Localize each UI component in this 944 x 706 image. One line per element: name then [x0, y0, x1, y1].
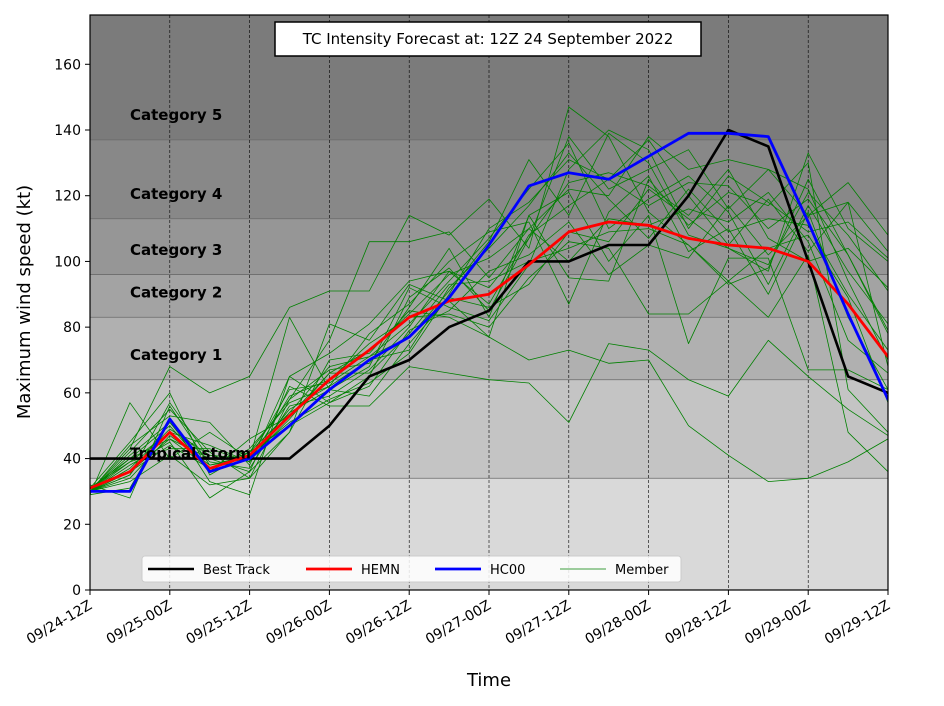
band-label: Category 1 [130, 346, 222, 364]
series-line-member [90, 106, 888, 492]
y-axis-label: Maximum wind speed (kt) [14, 185, 35, 419]
vertical-gridlines [169, 15, 809, 590]
series-line-member [90, 132, 888, 496]
legend-label: HC00 [490, 563, 525, 578]
y-tick-label: 60 [63, 386, 81, 402]
y-tick-label: 20 [63, 517, 81, 533]
x-tick-label: 09/25-00Z [104, 598, 175, 648]
x-tick-label: 09/25-12Z [184, 598, 255, 648]
legend-label: Best Track [203, 563, 270, 578]
series-line-member [90, 175, 888, 492]
y-tick-label: 40 [63, 452, 81, 468]
category-labels: Tropical storm Category 1 Category 2 Catego… [130, 106, 251, 462]
band-tropical-storm [90, 379, 888, 479]
x-tick-label: 09/28-00Z [583, 598, 654, 648]
band-label: Category 4 [130, 185, 222, 203]
series-lines [90, 106, 888, 499]
band-label: Category 2 [130, 284, 222, 302]
legend-label: Member [615, 563, 669, 578]
y-tick-label: 140 [54, 123, 81, 139]
x-tick-label: 09/29-12Z [822, 598, 893, 648]
band-label: Category 3 [130, 241, 222, 259]
x-tick-label: 09/27-12Z [503, 598, 574, 648]
y-tick-label: 120 [54, 189, 81, 205]
series-line-member [90, 191, 888, 492]
x-axis-label: Time [466, 670, 511, 691]
band-label: Tropical storm [130, 445, 251, 463]
chart-title: TC Intensity Forecast at: 12Z 24 Septemb… [302, 30, 674, 48]
x-tick-label: 09/27-00Z [423, 598, 494, 648]
y-tick-label: 0 [72, 583, 81, 599]
x-tick-label: 09/24-12Z [24, 598, 95, 648]
y-tick-label: 80 [63, 320, 81, 336]
x-tick-label: 09/26-12Z [343, 598, 414, 648]
x-axis-ticks: 09/24-12Z 09/25-00Z 09/25-12Z 09/26-00Z 09/2… [24, 590, 893, 648]
y-axis-ticks: 0 20 40 60 80 100 120 140 160 [54, 57, 90, 599]
series-line-member [90, 241, 888, 492]
y-tick-label: 100 [54, 254, 81, 270]
legend: Best Track HEMN HC00 Member [141, 555, 682, 583]
series-line-member [90, 168, 888, 496]
legend-label: HEMN [361, 563, 400, 578]
series-line-member [90, 188, 888, 489]
series-line-hc00 [90, 131, 888, 493]
chart-title-box: TC Intensity Forecast at: 12Z 24 Septemb… [274, 21, 702, 57]
x-tick-label: 09/28-12Z [662, 598, 733, 648]
x-tick-label: 09/26-00Z [263, 598, 334, 648]
x-tick-label: 09/29-00Z [742, 598, 813, 648]
series-line-hemn [90, 220, 888, 490]
series-line-member [90, 339, 888, 499]
series-line-best-track [90, 128, 888, 460]
band-label: Category 5 [130, 106, 222, 124]
series-line-member [90, 162, 888, 492]
y-tick-label: 160 [54, 57, 81, 73]
